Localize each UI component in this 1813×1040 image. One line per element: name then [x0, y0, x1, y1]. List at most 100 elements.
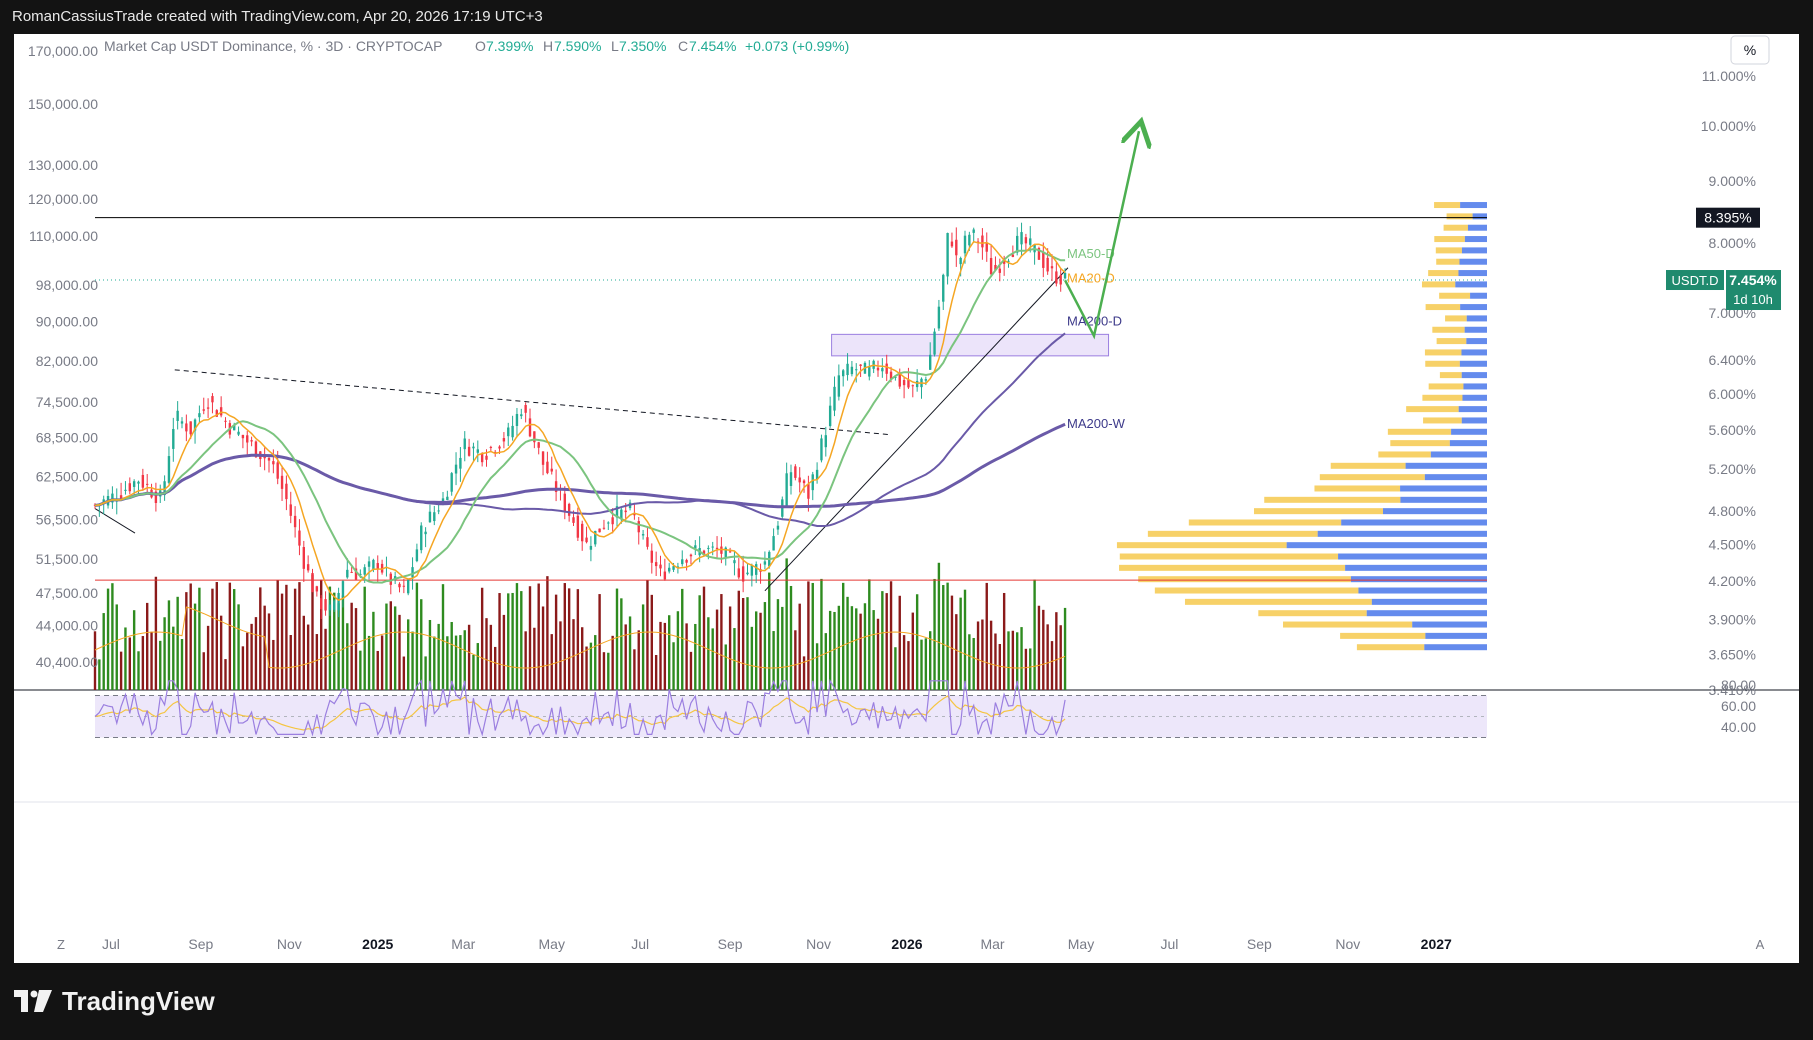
candle-body [407, 579, 410, 594]
percent-scale-button[interactable]: % [1730, 35, 1770, 65]
candle-body [1037, 247, 1041, 260]
candle-body [611, 517, 614, 525]
candle-body [837, 375, 841, 397]
volume-bar [759, 612, 762, 690]
left-axis-tick: 98,000.00 [36, 277, 98, 293]
candle-body [737, 568, 740, 578]
right-axis-tick: 5.600% [1709, 422, 1756, 438]
volume-bar [298, 582, 301, 690]
candle-body [415, 549, 419, 562]
candle-body [589, 545, 593, 550]
candle-body [1011, 254, 1015, 257]
candle-body [868, 366, 871, 377]
volume-bar [1037, 605, 1041, 690]
resistance-price-badge [1696, 207, 1760, 228]
candle-body [485, 455, 488, 460]
volume-bar [820, 578, 823, 690]
candle-body [450, 473, 453, 492]
rsi-axis-tick: 40.00 [1721, 719, 1756, 735]
volume-bar [581, 627, 584, 690]
candle-body [389, 573, 392, 585]
candle-body [772, 536, 775, 551]
volume-bar [515, 583, 519, 690]
candle-body [1007, 260, 1010, 262]
volume-profile-buy-bar [1458, 406, 1487, 413]
current-price-label: 7.454% [1729, 272, 1777, 288]
legend-symbol: Market Cap USDT Dominance, % · 3D · CRYP… [104, 38, 442, 54]
volume-bar [998, 643, 1001, 690]
chart-panel[interactable]: MA50-D MA20-D MA200-D MA200-W 80.00 60.00 40.… [14, 34, 1799, 963]
candle-body [333, 600, 336, 610]
volume-bar [676, 611, 680, 690]
volume-profile-buy-bar [1424, 644, 1487, 651]
volume-bar [720, 594, 723, 690]
volume-bar [572, 619, 575, 690]
volume-profile-buy-bar [1345, 564, 1487, 571]
auto-scale-right-button[interactable]: A [1756, 937, 1765, 952]
candle-body [254, 441, 258, 458]
volume-profile-sell-bar [1443, 224, 1468, 231]
projection-arrow [1063, 131, 1139, 340]
candle-body [467, 446, 471, 456]
volume-bar [602, 652, 606, 690]
volume-bar [872, 610, 875, 690]
volume-bar [293, 588, 297, 690]
candle-body [763, 561, 767, 565]
x-axis-label: Sep [188, 936, 213, 952]
symbol-badge [1666, 270, 1724, 291]
right-axis-tick: 6.400% [1709, 352, 1756, 368]
volume-profile-buy-bar [1458, 270, 1487, 277]
current-price-badge [1726, 270, 1781, 311]
ma-label-ma20-d: MA20-D [1067, 271, 1115, 286]
candle-body [302, 547, 305, 569]
volume-bar [1011, 630, 1015, 690]
candle-body [807, 484, 810, 499]
candle-body [798, 477, 801, 483]
candle-body [250, 440, 253, 442]
x-axis-label: 2027 [1421, 936, 1452, 952]
volume-profile-sell-bar [1425, 360, 1460, 367]
volume-bar [824, 633, 827, 690]
right-axis-tick: 3.900% [1709, 612, 1756, 628]
volume-bar [876, 618, 880, 690]
volume-bar [215, 582, 218, 690]
auto-scale-left-button[interactable]: Z [57, 937, 65, 952]
volume-bar [198, 587, 201, 690]
volume-profile-buy-bar [1405, 462, 1487, 469]
volume-bar [333, 592, 336, 690]
demand-zone [831, 333, 1110, 357]
volume-profile-buy-bar [1382, 508, 1487, 515]
candle-body [911, 385, 914, 387]
candle-body [720, 546, 723, 554]
candle-body [894, 376, 897, 378]
volume-bar [380, 635, 384, 690]
volume-ma-line [94, 606, 1066, 669]
candle-body [520, 414, 523, 417]
volume-bar [441, 584, 445, 690]
price-chart[interactable]: MA50-D MA20-D MA200-D MA200-W 80.00 60.00 40.… [14, 34, 1799, 963]
candle-body [750, 565, 754, 576]
volume-bar [328, 586, 332, 690]
volume-bar [1024, 648, 1028, 690]
volume-bar [576, 589, 580, 690]
candle-body [672, 566, 675, 570]
volume-bar [815, 643, 819, 690]
candle-body [637, 521, 640, 533]
volume-profile-buy-bar [1459, 258, 1487, 265]
candle-body [285, 483, 288, 500]
descending-trendline [174, 369, 890, 436]
volume-profile-sell-bar [1154, 587, 1359, 594]
volume-bar [715, 609, 719, 690]
volume-bar [528, 586, 532, 690]
volume-profile-sell-bar [1424, 349, 1462, 356]
volume-bar [106, 588, 110, 690]
x-axis-label: Mar [451, 936, 475, 952]
candle-body [124, 489, 127, 491]
candle-body [320, 598, 323, 610]
candle-body [276, 462, 279, 479]
volume-bar [206, 625, 210, 690]
candle-body [820, 438, 823, 461]
volume-profile-buy-bar [1451, 428, 1487, 435]
volume-bar [546, 576, 549, 690]
volume-bar [428, 619, 432, 690]
